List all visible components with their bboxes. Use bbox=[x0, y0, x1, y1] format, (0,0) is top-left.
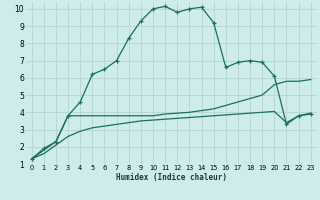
X-axis label: Humidex (Indice chaleur): Humidex (Indice chaleur) bbox=[116, 173, 227, 182]
